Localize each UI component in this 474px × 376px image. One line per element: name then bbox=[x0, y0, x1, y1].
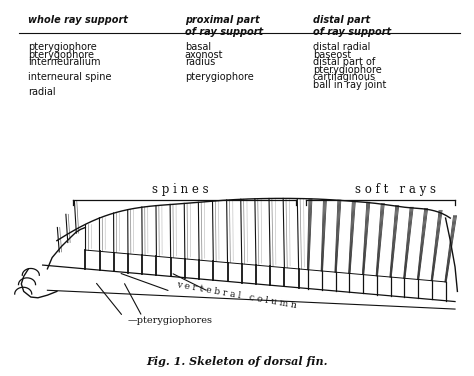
Text: distal part of: distal part of bbox=[313, 57, 375, 67]
Text: axonost: axonost bbox=[185, 50, 223, 60]
Text: s p i n e s: s p i n e s bbox=[152, 183, 209, 196]
Text: interneuralium: interneuralium bbox=[28, 57, 101, 67]
Text: v e r t e b r a l   c o l u m n: v e r t e b r a l c o l u m n bbox=[176, 280, 298, 310]
Text: —pterygiophores: —pterygiophores bbox=[128, 316, 213, 325]
Text: distal radial: distal radial bbox=[313, 42, 370, 52]
Text: pterygiophore: pterygiophore bbox=[185, 72, 254, 82]
Text: pterygophore: pterygophore bbox=[28, 50, 94, 60]
Text: baseost: baseost bbox=[313, 50, 351, 60]
Text: interneural spine: interneural spine bbox=[28, 72, 112, 82]
Text: Fig. 1. Skeleton of dorsal fin.: Fig. 1. Skeleton of dorsal fin. bbox=[146, 356, 328, 367]
Text: radial: radial bbox=[28, 87, 56, 97]
Text: proximal part
of ray support: proximal part of ray support bbox=[185, 15, 263, 38]
Text: whole ray support: whole ray support bbox=[28, 15, 128, 25]
Text: s o f t   r a y s: s o f t r a y s bbox=[356, 183, 436, 196]
Text: cartilaginous: cartilaginous bbox=[313, 72, 376, 82]
Text: basal: basal bbox=[185, 42, 211, 52]
Text: pterygiophore: pterygiophore bbox=[313, 65, 382, 75]
Text: pterygiophore: pterygiophore bbox=[28, 42, 97, 52]
Text: distal part
of ray support: distal part of ray support bbox=[313, 15, 391, 38]
Text: ball in ray joint: ball in ray joint bbox=[313, 80, 386, 90]
Text: radius: radius bbox=[185, 57, 215, 67]
